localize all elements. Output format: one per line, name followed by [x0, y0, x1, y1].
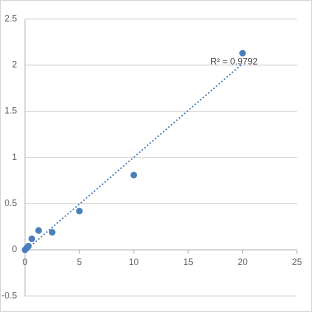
point [48, 228, 56, 236]
annotation: R² = 0.9792 [210, 56, 257, 66]
y-tick-label: 0.5 [4, 198, 17, 208]
point [35, 227, 42, 234]
x-tick-label: 20 [238, 257, 248, 267]
y-tick-label: 2 [12, 60, 17, 70]
chart: -0.5 0 0.5 1 1.5 2 2.5 0 5 10 15 20 25 R² = 0.9792 [0, 0, 312, 312]
point [28, 235, 36, 243]
x-tick-label: 15 [183, 257, 193, 267]
trendline [24, 63, 244, 252]
point [130, 171, 138, 179]
point [76, 207, 83, 215]
x-tick-label: 10 [129, 257, 139, 267]
y-tick-label: 1 [12, 152, 17, 162]
point [239, 49, 246, 57]
point [25, 242, 32, 250]
y-tick-label: 0 [12, 244, 17, 254]
x-tick-label: 25 [292, 257, 302, 267]
y-tick-label: -0.5 [1, 290, 17, 300]
x-tick-label: 5 [77, 257, 82, 267]
x-tick-label: 0 [22, 257, 27, 267]
chart-border [0, 0, 312, 312]
y-tick-label: 1.5 [4, 106, 17, 116]
y-tick-label: 2.5 [4, 13, 17, 23]
